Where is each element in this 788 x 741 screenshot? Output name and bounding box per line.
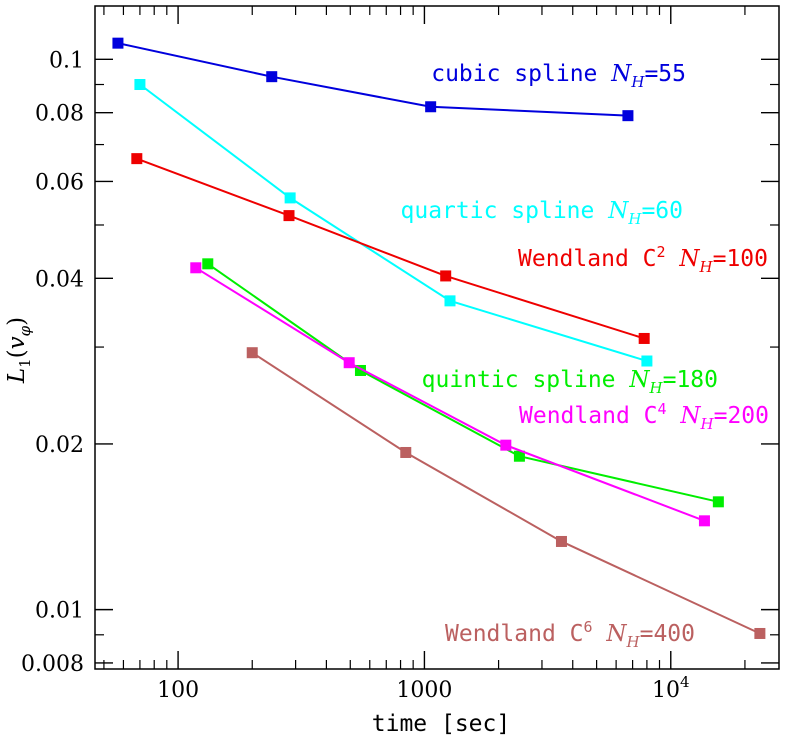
- series-label-0: cubic spline NH=55: [431, 61, 686, 91]
- series-line: [117, 42, 628, 117]
- series-4: [190, 262, 710, 527]
- plot-border: [94, 5, 780, 670]
- y-tick-label: 0.1: [49, 48, 84, 73]
- data-point: [698, 515, 710, 527]
- x-tick-label: 104: [652, 673, 690, 703]
- series-3: [202, 258, 724, 508]
- series-label-4: Wendland C4 NH=200: [519, 400, 769, 433]
- series-label-3: quintic spline NH=180: [422, 367, 718, 397]
- data-point: [513, 450, 525, 462]
- plot-frame: [94, 5, 780, 670]
- data-point: [712, 496, 724, 508]
- y-axis-title: L1(vφ): [4, 317, 34, 384]
- series-line: [139, 83, 648, 362]
- data-point: [354, 364, 366, 376]
- data-point: [638, 332, 650, 344]
- data-point: [444, 295, 456, 307]
- data-point: [246, 347, 258, 359]
- y-tick-label: 0.008: [21, 652, 84, 677]
- y-tick-label: 0.02: [35, 433, 84, 458]
- series-labels: cubic spline NH=55 quartic spline NH=60 We…: [401, 61, 769, 651]
- data-point: [622, 110, 634, 122]
- data-point: [283, 210, 295, 222]
- y-tick-label: 0.08: [35, 102, 84, 127]
- x-tick-label: 100: [157, 678, 199, 703]
- y-tick-label: 0.04: [35, 267, 84, 292]
- data-point: [425, 101, 437, 113]
- x-axis-title: time [sec]: [372, 711, 510, 737]
- series-2: [131, 153, 650, 344]
- y-tick-label: 0.06: [35, 170, 84, 195]
- data-point: [343, 357, 355, 369]
- data-point: [754, 627, 766, 639]
- data-point: [112, 37, 124, 49]
- data-point: [134, 79, 146, 91]
- data-point: [190, 262, 202, 274]
- data-point: [284, 192, 296, 204]
- data-series: [112, 37, 766, 639]
- data-point: [202, 258, 214, 270]
- series-label-1: quartic spline NH=60: [401, 198, 683, 228]
- series-line: [207, 263, 719, 503]
- series-1: [134, 79, 653, 367]
- axis-ticks: 100 1000 104 0.008 0.01 0.02 0.04 0.06 0.08 0.1: [21, 6, 779, 703]
- data-point: [400, 446, 412, 458]
- data-point: [555, 535, 567, 547]
- data-point: [131, 153, 143, 165]
- data-point: [440, 270, 452, 282]
- y-tick-label: 0.01: [35, 599, 84, 624]
- series-label-5: Wendland C6 NH=400: [445, 618, 695, 651]
- data-point: [641, 355, 653, 367]
- data-point: [266, 71, 278, 83]
- series-line: [251, 351, 761, 635]
- x-tick-label: 1000: [396, 678, 452, 703]
- series-label-2: Wendland C2 NH=100: [518, 243, 768, 276]
- series-5: [246, 347, 766, 639]
- series-line: [136, 157, 645, 340]
- series-0: [112, 37, 634, 122]
- series-line: [195, 266, 705, 522]
- data-point: [500, 439, 512, 451]
